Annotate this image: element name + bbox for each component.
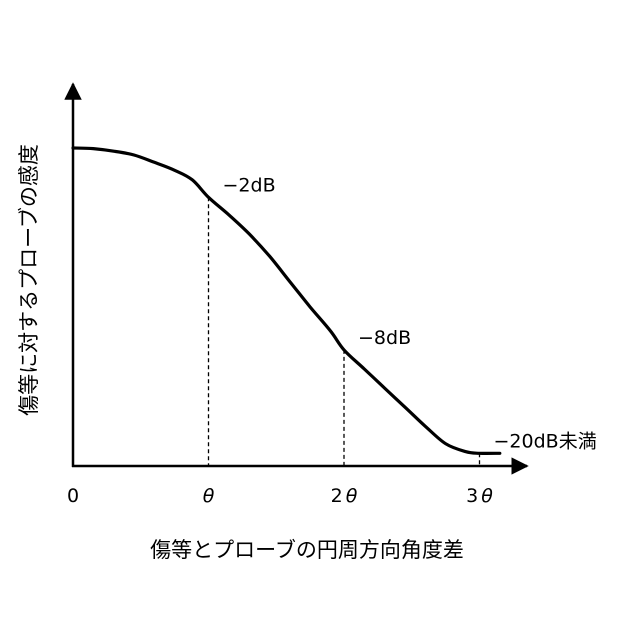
guide-lines xyxy=(207,197,481,466)
x-tick-label-part: θ xyxy=(481,485,493,507)
guide-label: −2dB xyxy=(223,174,276,196)
x-tick-label-part: 3 xyxy=(466,485,478,507)
x-tick-label: θ xyxy=(203,485,215,507)
guide-label: −8dB xyxy=(358,327,411,349)
x-tick-label-part: θ xyxy=(203,485,215,507)
x-tick-label-part: 2 xyxy=(331,485,343,507)
x-tick-label-part: θ xyxy=(346,485,358,507)
x-tick-label: 0 xyxy=(67,485,79,507)
x-axis-title: 傷等とプローブの円周方向角度差 xyxy=(150,538,464,562)
y-axis-title: 傷等に対するプローブの感度 xyxy=(17,144,41,416)
sensitivity-curve xyxy=(71,146,502,455)
guide-label: −20dB未満 xyxy=(494,430,597,452)
guide-labels: −2dB −8dB −20dB未満 xyxy=(223,174,597,452)
x-tick-label-part: 0 xyxy=(67,485,79,507)
